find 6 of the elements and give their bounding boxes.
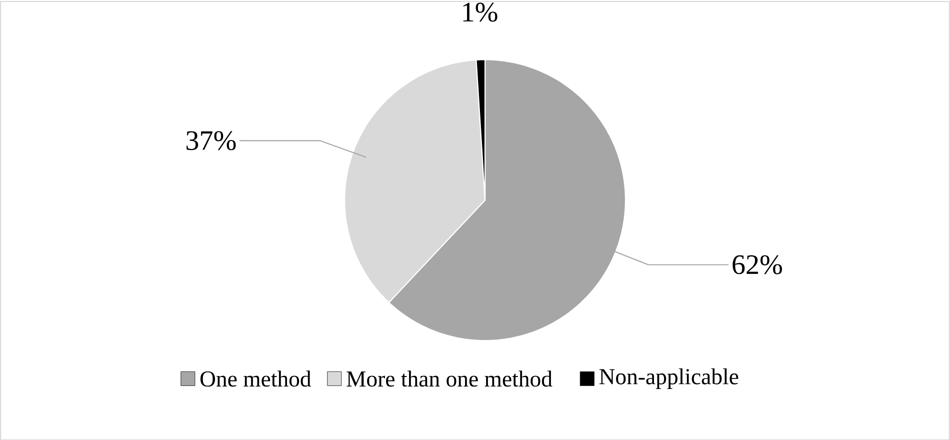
legend-label: Non-applicable <box>599 368 738 389</box>
data-label: 62% <box>732 255 782 274</box>
data-label: 1% <box>463 2 498 22</box>
data-label: 37% <box>186 130 236 150</box>
legend-label: More than one method <box>346 370 552 386</box>
legend-label: One method <box>200 370 312 386</box>
